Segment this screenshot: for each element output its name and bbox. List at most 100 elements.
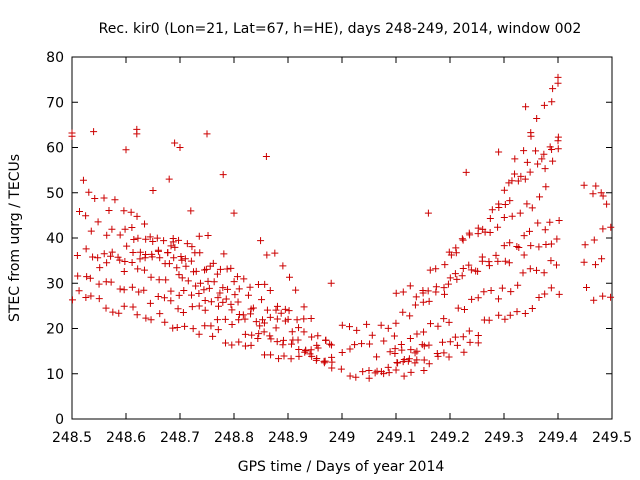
data-point [235,338,243,346]
data-point [514,281,522,289]
data-point [204,232,212,240]
data-point [520,232,528,240]
data-point [287,355,295,363]
data-point [468,295,476,303]
data-point [192,282,200,290]
data-point [465,327,473,335]
data-point [147,273,155,281]
data-point [513,308,521,316]
data-point [506,197,514,205]
x-tick-label: 249.4 [538,430,578,446]
data-point [307,346,315,354]
data-point [95,280,103,288]
data-point [201,322,209,330]
data-point [425,297,433,305]
data-point [411,349,419,357]
data-point [517,172,525,180]
data-point [210,278,218,286]
data-point [407,346,415,354]
data-point [459,265,467,273]
data-point [123,242,131,250]
data-point [368,331,376,339]
data-point [149,237,157,245]
data-point [176,144,184,151]
data-point [252,318,260,326]
y-tick-label: 60 [46,141,64,157]
data-point [365,374,373,382]
data-point [526,168,534,176]
data-point [221,315,229,323]
y-axis: 0 10 20 30 40 50 60 70 80 [46,50,612,428]
data-point [521,309,529,317]
data-point [500,242,508,250]
data-point [300,315,308,323]
data-point [165,260,173,268]
data-point [196,279,204,287]
data-point [286,273,294,281]
data-point [328,364,336,372]
data-point [525,227,533,235]
y-axis-label: STEC from uqrg / TECUs [7,154,23,322]
data-point [256,322,264,330]
data-point [295,345,303,353]
data-point [546,143,554,151]
x-tick-label: 249.5 [592,430,632,446]
data-point [295,352,303,360]
data-point [127,208,135,216]
data-point [314,344,322,352]
data-point [223,265,231,273]
data-point [279,336,287,344]
data-point [122,146,130,154]
data-point [116,231,124,239]
data-point [288,328,296,336]
data-point [177,253,185,261]
data-point [313,354,321,362]
data-point [413,330,421,338]
data-point [438,338,446,346]
data-point [133,212,141,220]
data-point [74,272,82,280]
data-point [412,293,420,301]
data-point [440,284,448,292]
data-point [547,284,555,292]
data-point [532,147,540,155]
data-point [219,171,227,179]
data-point [366,340,374,348]
data-point [302,347,310,355]
data-point [552,261,560,269]
data-point [195,290,203,298]
data-point [432,265,440,273]
data-point [247,310,255,318]
data-point [107,252,115,260]
data-point [553,235,561,243]
data-point [295,324,303,332]
data-point [82,245,90,253]
data-point [173,264,181,272]
data-point [432,283,440,291]
data-point [394,359,402,367]
data-point [178,256,186,264]
data-point [213,316,221,324]
data-point [440,290,448,298]
data-point [392,289,400,297]
data-point [527,132,535,140]
data-point [453,341,461,349]
data-point [161,318,169,326]
data-point [506,311,514,319]
y-tick-label: 80 [46,50,64,66]
data-point [173,324,181,332]
data-point [528,204,536,212]
data-point [451,270,459,278]
data-point [390,332,398,340]
data-point [399,308,407,316]
data-point [129,303,137,311]
data-point [79,176,87,184]
data-point [400,372,408,380]
y-tick-label: 30 [46,276,64,292]
data-point [241,315,249,323]
data-point [181,255,189,263]
data-point [140,266,148,274]
data-point [554,137,562,145]
data-point [300,303,308,311]
